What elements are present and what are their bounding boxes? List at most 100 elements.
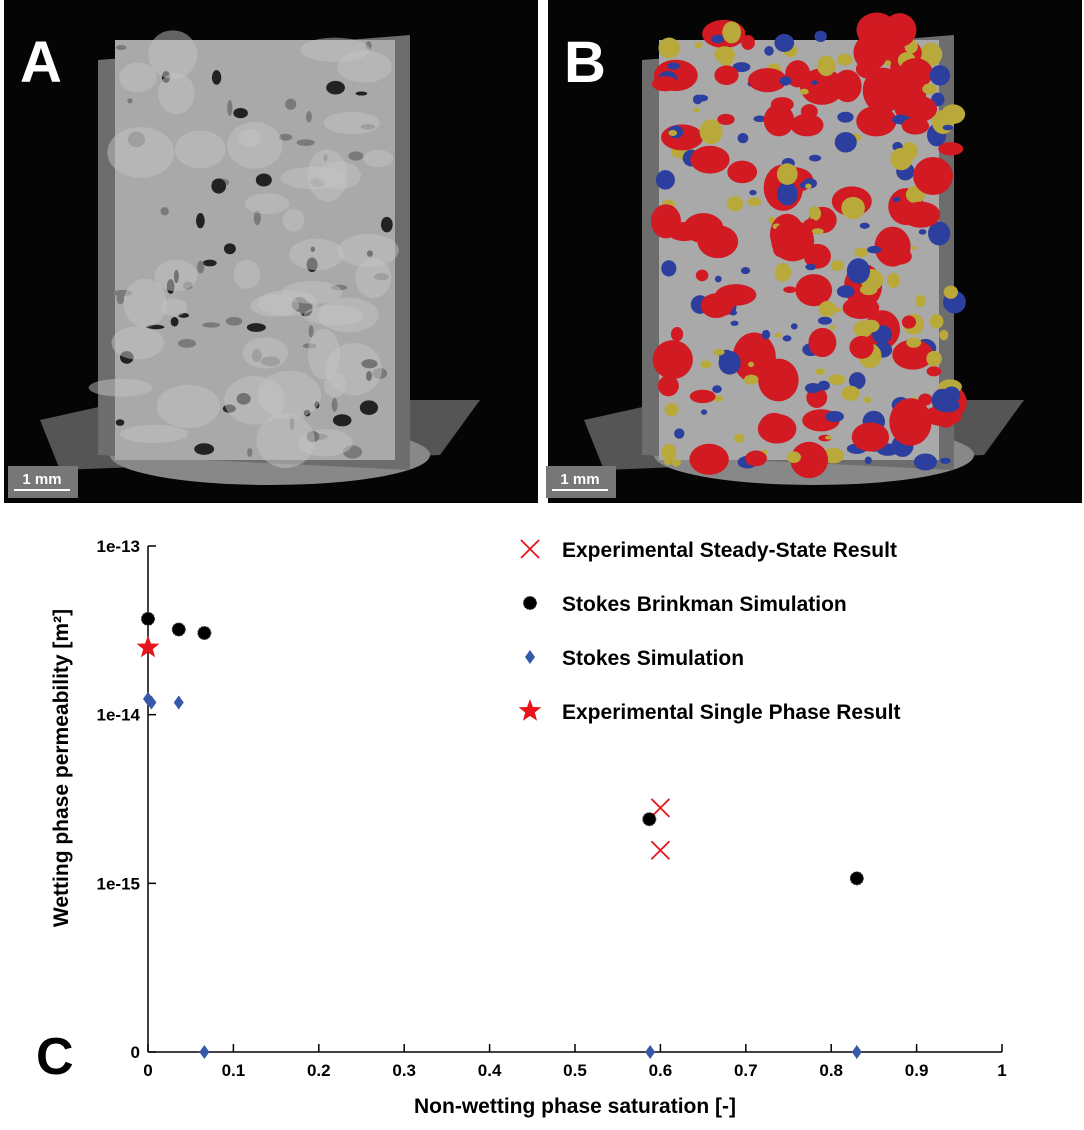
fluid-blob (774, 263, 792, 282)
grain (233, 259, 261, 289)
fluid-blob (651, 76, 679, 92)
grain (88, 378, 153, 397)
pore (348, 151, 364, 161)
grain (298, 429, 353, 457)
fluid-blob (817, 316, 832, 325)
fluid-blob (939, 329, 949, 341)
fluid-blob (834, 131, 857, 153)
fluid-blob (913, 453, 938, 471)
pore (332, 414, 352, 427)
fluid-blob (747, 361, 755, 368)
fluid-blob (862, 67, 904, 114)
fluid-blob (689, 443, 729, 475)
fluid-blob (667, 62, 680, 70)
fluid-blob (714, 65, 739, 85)
x-tick-label: 0.3 (392, 1061, 416, 1080)
fluid-blob (770, 97, 794, 112)
pore (253, 210, 261, 226)
pore (296, 139, 315, 147)
fluid-blob (730, 320, 739, 326)
grain (160, 298, 188, 317)
pore (278, 133, 293, 141)
fluid-blob (657, 375, 679, 397)
grain (257, 370, 321, 420)
fluid-blob (712, 385, 722, 394)
grain (148, 30, 198, 79)
data-point (197, 625, 212, 640)
fluid-blob (694, 41, 703, 49)
fluid-blob (906, 337, 922, 348)
chart: C Non-wetting phase saturation [-] Wetti… (36, 537, 1007, 1118)
panel-b: B 1 mm (546, 0, 1082, 503)
fluid-blob (808, 327, 837, 358)
pore (115, 419, 125, 426)
fluid-blob (817, 55, 836, 76)
fluid-blob (732, 62, 751, 73)
x-tick-label: 0.8 (819, 1061, 843, 1080)
fluid-blob (929, 314, 944, 329)
fluid-blob (790, 441, 829, 479)
grain (282, 208, 305, 232)
data-point (136, 635, 160, 658)
grain (244, 193, 290, 215)
pore (306, 111, 312, 123)
x-tick-label: 0.7 (734, 1061, 758, 1080)
fluid-blob (795, 274, 833, 307)
fluid-blob (745, 450, 767, 467)
fluid-blob (805, 263, 817, 271)
fluid-blob (851, 422, 890, 452)
fluid-blob (824, 435, 833, 440)
fluid-blob (922, 83, 937, 95)
fluid-blob (886, 272, 900, 289)
grain (282, 280, 343, 304)
fluid-blob (939, 457, 951, 464)
fluid-blob (700, 293, 732, 319)
pore (227, 99, 233, 116)
fluid-blob (942, 124, 954, 131)
fluid-blob (733, 166, 756, 181)
fluid-blob (849, 335, 874, 359)
x-tick-label: 0.6 (649, 1061, 673, 1080)
fluid-blob (761, 329, 771, 340)
pore (223, 243, 236, 255)
data-point (851, 1045, 862, 1059)
grain (289, 238, 345, 271)
fluid-blob (805, 183, 812, 189)
fluid-blob (664, 402, 679, 417)
legend-marker (525, 650, 535, 664)
grain (355, 258, 392, 299)
y-tick-label: 0 (131, 1043, 140, 1062)
fluid-blob (664, 457, 672, 466)
pore (115, 44, 127, 51)
fluid-blob (943, 285, 958, 299)
fluid-blob (804, 382, 822, 394)
fluid-blob (892, 196, 901, 203)
fluid-blob (929, 65, 951, 86)
grain (300, 37, 370, 62)
fluid-blob (859, 284, 878, 296)
y-tick-label: 1e-15 (97, 874, 140, 893)
fluid-blob (863, 396, 871, 404)
fluid-blob (661, 124, 704, 151)
fluid-blob (713, 395, 724, 403)
grain (323, 111, 380, 135)
fluid-blob (722, 21, 742, 44)
fluid-blob (938, 142, 964, 156)
fluid-blob (693, 107, 701, 113)
fluid-blob (814, 368, 826, 375)
fluid-blob (737, 132, 749, 144)
fluid-blob (837, 111, 854, 123)
fluid-blob (726, 196, 744, 212)
fluid-blob (829, 325, 836, 330)
grain (363, 149, 394, 168)
fluid-blob (758, 358, 799, 402)
fluid-blob (753, 115, 767, 123)
fluid-blob (717, 113, 735, 125)
grain (174, 130, 226, 169)
fluid-blob (901, 117, 930, 135)
fluid-blob (661, 260, 677, 277)
grain (119, 62, 157, 93)
fluid-blob (911, 246, 918, 250)
data-point (645, 1045, 656, 1059)
